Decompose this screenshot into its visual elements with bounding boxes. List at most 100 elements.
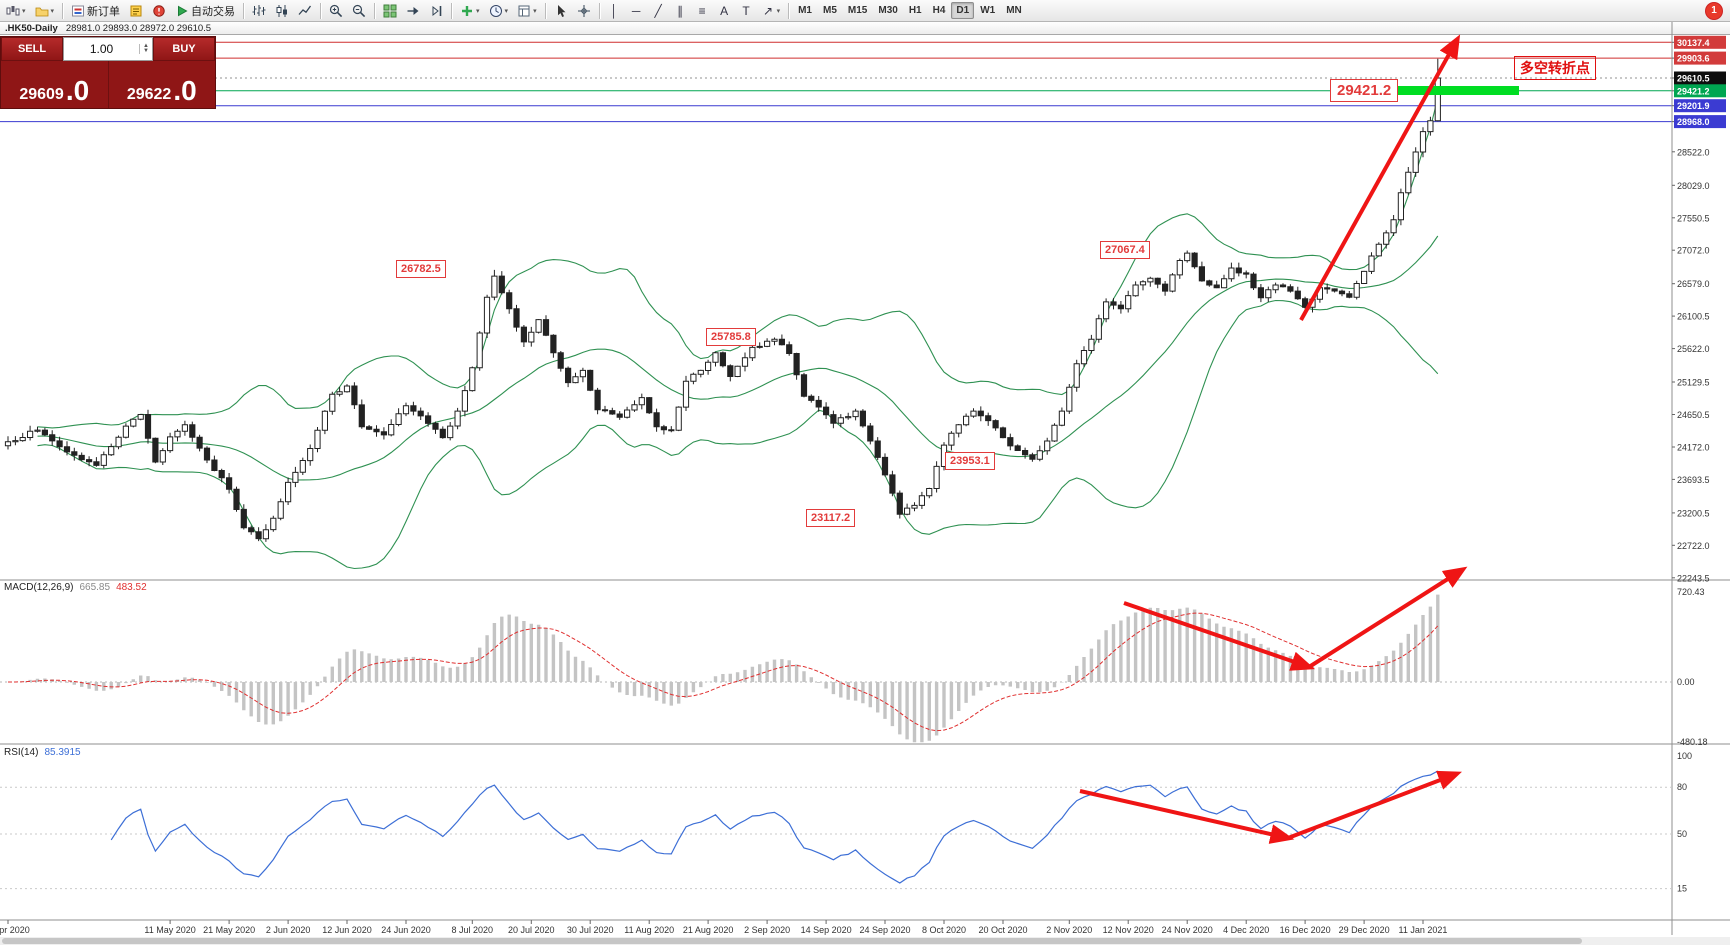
price-annotation[interactable]: 23117.2 (806, 509, 856, 527)
new-order-label: 新订单 (87, 5, 121, 18)
trend-arrow[interactable] (1123, 601, 1316, 671)
bollinger-lower-band (37, 299, 1439, 570)
turning-point-note[interactable]: 多空转折点 (1514, 56, 1596, 80)
volume-spin-buttons[interactable]: ▲ ▼ (139, 43, 152, 54)
arrows-tool[interactable]: ↗ ▾ (758, 1, 785, 20)
buy-price-big: .0 (173, 75, 197, 107)
crosshair-tool[interactable] (573, 1, 595, 20)
price-annotation[interactable]: 27067.4 (1100, 241, 1150, 259)
vertical-line-tool[interactable]: │ (604, 1, 625, 20)
date-axis-label: 20 Jul 2020 (508, 925, 555, 935)
new-order[interactable]: 新订单 (67, 1, 124, 20)
indicators-add[interactable]: ▾ (456, 1, 484, 20)
horizontal-line-tool[interactable]: ─ (626, 1, 647, 20)
alerts[interactable] (148, 1, 170, 20)
auto-scroll[interactable] (402, 1, 424, 20)
rsi-axis-label: 100 (1677, 751, 1692, 761)
date-axis-label: 2 Nov 2020 (1046, 925, 1092, 935)
date-axis-label: 4 Dec 2020 (1223, 925, 1269, 935)
support-zone-bar[interactable] (1386, 86, 1519, 95)
profiles[interactable]: ▾ (31, 1, 59, 20)
date-axis-label: 14 Sep 2020 (801, 925, 852, 935)
timeframe-h1[interactable]: H1 (904, 2, 927, 19)
periods-menu-icon (489, 4, 503, 18)
price-axis-flag (1674, 51, 1726, 65)
tile-windows-icon (383, 4, 397, 18)
zoom-in[interactable] (325, 1, 347, 20)
timeframe-m30[interactable]: M30 (873, 2, 902, 19)
indicators-add-dropdown[interactable]: ▾ (476, 7, 480, 15)
alerts-icon (152, 4, 166, 18)
rsi-axis-label: 80 (1677, 782, 1687, 792)
line-chart-mode[interactable] (294, 1, 316, 20)
chart-shift-icon (429, 4, 443, 18)
new-chart-dropdown[interactable]: ▾ (22, 7, 26, 15)
timeframe-m5[interactable]: M5 (818, 2, 842, 19)
templates-menu-dropdown[interactable]: ▾ (533, 7, 537, 15)
channel-tool[interactable]: ∥ (670, 1, 691, 20)
profiles-dropdown[interactable]: ▾ (50, 7, 55, 15)
candlestick-mode[interactable] (271, 1, 293, 20)
volume-up-arrow[interactable]: ▲ (143, 43, 149, 49)
timeframe-mn[interactable]: MN (1001, 2, 1027, 19)
trend-arrow[interactable] (1287, 770, 1462, 840)
buy-price[interactable]: 29622 .0 (109, 61, 216, 108)
timeframe-h4[interactable]: H4 (928, 2, 951, 19)
price-axis-flag (1674, 71, 1726, 85)
price-axis-label: 25129.5 (1677, 378, 1710, 388)
label-tool[interactable]: T (736, 1, 757, 20)
date-axis-label: 11 Aug 2020 (624, 925, 674, 935)
periods-menu-dropdown[interactable]: ▾ (504, 7, 509, 15)
tile-windows[interactable] (379, 1, 401, 20)
arrows-tool-icon: ↗ (763, 3, 774, 18)
channel-tool-icon: ∥ (677, 3, 684, 18)
price-axis-label: 25622.0 (1677, 344, 1710, 354)
label-tool-icon: T (742, 3, 750, 18)
price-axis-label: 27072.0 (1677, 246, 1710, 256)
cursor-tool[interactable] (550, 1, 572, 20)
new-chart[interactable]: ▾ (2, 1, 30, 20)
sell-button[interactable]: SELL (1, 37, 63, 61)
text-tool-icon: A (720, 3, 729, 18)
price-annotation[interactable]: 25785.8 (706, 328, 756, 346)
auto-trading-icon (175, 4, 189, 18)
metaeditor-icon (129, 4, 143, 18)
bar-chart-mode-icon (252, 4, 266, 18)
arrows-tool-dropdown[interactable]: ▾ (776, 7, 781, 15)
auto-trading[interactable]: 自动交易 (171, 1, 239, 20)
date-axis-label: 30 Jul 2020 (567, 925, 614, 935)
timeframe-w1[interactable]: W1 (975, 2, 1000, 19)
fibonacci-tool[interactable]: ≡ (692, 1, 713, 20)
sell-price[interactable]: 29609 .0 (1, 61, 109, 108)
timeframe-m1[interactable]: M1 (793, 2, 817, 19)
chart-shift[interactable] (425, 1, 447, 20)
bar-chart-mode[interactable] (248, 1, 270, 20)
price-annotation[interactable]: 23953.1 (945, 452, 995, 470)
timeframe-m15[interactable]: M15 (843, 2, 872, 19)
price-annotation[interactable]: 26782.5 (396, 260, 446, 278)
periods-menu[interactable]: ▾ (485, 1, 513, 20)
notification-badge[interactable]: 1 (1706, 3, 1722, 19)
volume-down-arrow[interactable]: ▼ (143, 48, 149, 54)
rsi-axis-label: 15 (1677, 884, 1687, 894)
date-axis-label: 8 Oct 2020 (922, 925, 966, 935)
metaeditor[interactable] (125, 1, 147, 20)
trend-arrow[interactable] (1299, 34, 1461, 321)
price-axis-label: 23200.5 (1677, 508, 1710, 518)
price-axis-label: 28029.0 (1677, 181, 1710, 191)
templates-menu[interactable]: ▾ (513, 1, 541, 20)
volume-value[interactable]: 1.00 (89, 42, 114, 56)
scrollbar-thumb[interactable] (2, 938, 1582, 944)
text-tool[interactable]: A (714, 1, 735, 20)
toolbar-separator (788, 2, 790, 19)
price-annotation[interactable]: 29421.2 (1330, 79, 1399, 102)
trendline-tool[interactable]: ╱ (648, 1, 669, 20)
buy-button[interactable]: BUY (153, 37, 215, 61)
toolbar: ▾ ▾ 新订单 自动交易 ▾ ▾ ▾ │ ─ ╱ ∥ ≡ A T ↗ ▾ M1 M5 M15 M30 H1 H4 D1 W1 M… (0, 0, 1730, 22)
timeframe-d1[interactable]: D1 (951, 2, 975, 19)
zoom-out[interactable] (348, 1, 370, 20)
trend-arrow[interactable] (1307, 566, 1468, 669)
volume-spinner[interactable]: 1.00 ▲ ▼ (63, 37, 153, 61)
trend-arrow[interactable] (1079, 789, 1295, 844)
